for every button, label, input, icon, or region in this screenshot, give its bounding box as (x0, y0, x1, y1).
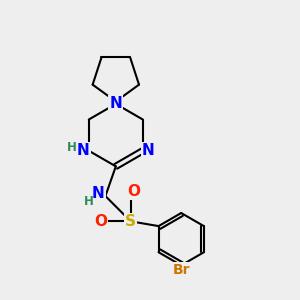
Text: N: N (92, 186, 104, 201)
Text: N: N (110, 96, 122, 111)
Text: O: O (94, 214, 107, 229)
Text: O: O (127, 184, 140, 199)
Text: S: S (125, 214, 136, 229)
Text: H: H (67, 141, 76, 154)
Text: N: N (142, 143, 155, 158)
Text: Br: Br (172, 263, 190, 277)
Text: N: N (77, 143, 90, 158)
Text: H: H (84, 195, 94, 208)
